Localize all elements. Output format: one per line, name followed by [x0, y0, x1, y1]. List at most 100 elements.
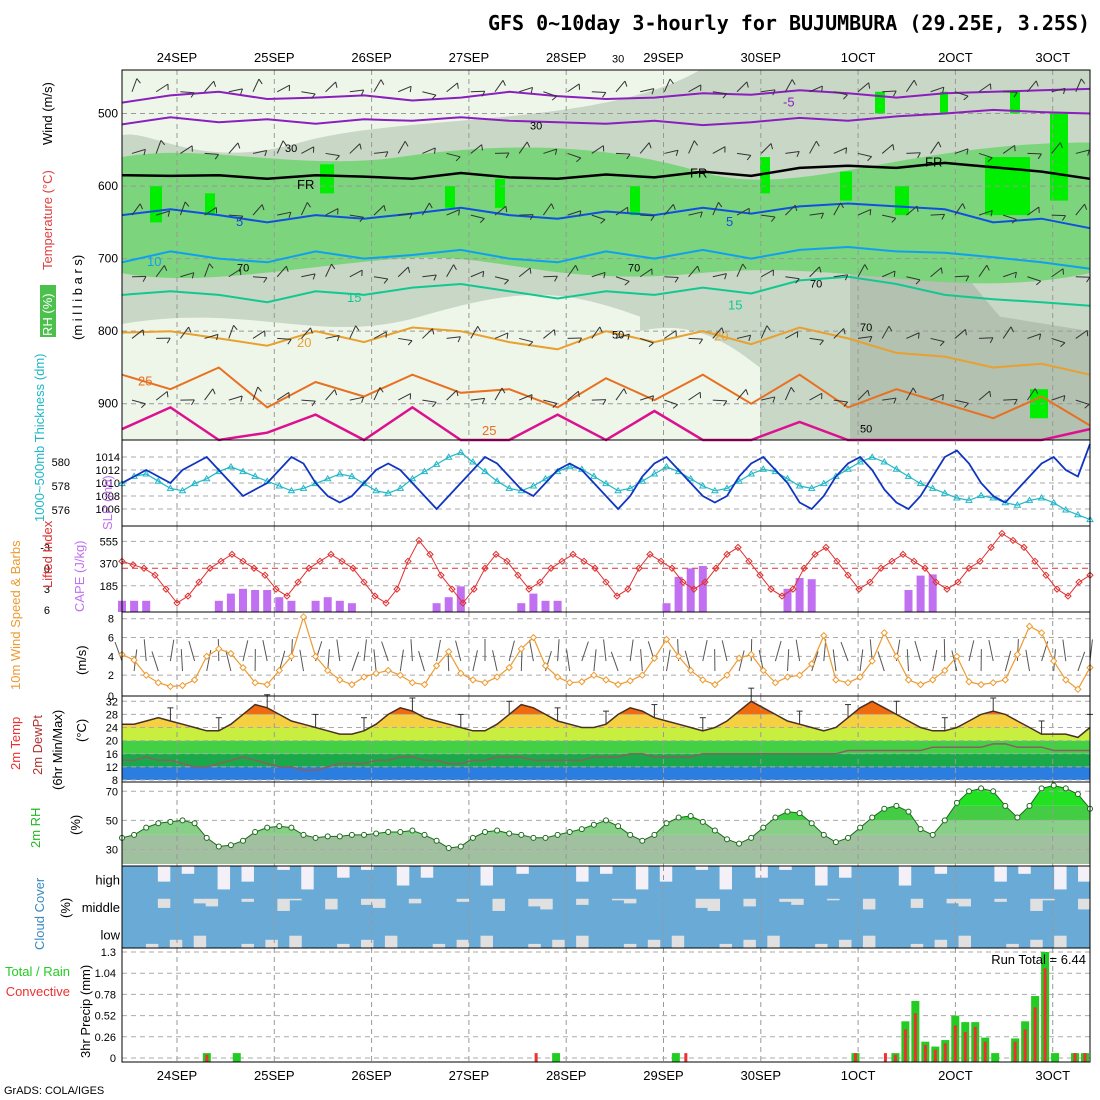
temp-band: [122, 766, 1090, 780]
wind-barb: [1002, 326, 1014, 339]
wind-barb-flag: [697, 265, 700, 272]
wind-barb-staff: [252, 386, 259, 401]
rh2m-line-marker: [361, 831, 367, 838]
cloud-gap-high: [1078, 866, 1091, 882]
wind-barb: [422, 147, 436, 154]
bottom-date-label: 26SEP: [351, 1068, 391, 1083]
cloud-gap-high: [217, 866, 231, 890]
contour-label: 25: [482, 423, 496, 438]
cape-bar: [541, 600, 550, 612]
thickness-marker: [166, 484, 175, 491]
slp-tick: 1014: [96, 452, 120, 464]
wind-barb: [978, 152, 993, 162]
thickness-marker: [469, 458, 477, 465]
tick-label: 600: [98, 179, 118, 193]
wind-barb-flag: [409, 86, 412, 93]
temperature-label: Temperature (°C): [40, 170, 55, 270]
li-tick: -3: [40, 542, 50, 554]
wind-speed-marker: [602, 676, 610, 684]
cloud-gap-high: [600, 866, 613, 874]
cape-bar: [323, 597, 332, 612]
panel-frame: [121, 947, 1091, 1063]
wind-barb: [277, 211, 292, 218]
wind-speed-marker: [626, 677, 634, 685]
wind-barb: [204, 388, 216, 401]
wind-barb-staff: [542, 203, 552, 216]
wind-barb-flag: [191, 145, 193, 152]
wind-barb-flag: [481, 144, 483, 151]
wind-barb: [760, 325, 771, 339]
precip-conv-bar: [903, 1029, 907, 1062]
contour-label: 5: [236, 214, 243, 229]
cloud-gap-high: [480, 866, 493, 886]
wind-barb-staff: [664, 204, 674, 216]
cloud-gap-low: [815, 943, 828, 948]
wind-barb-flag: [869, 209, 872, 216]
wind-barb: [543, 275, 558, 282]
precip-conv-bar: [1013, 1041, 1017, 1062]
wind-barb: [508, 640, 515, 662]
wind-barb-staff: [276, 265, 287, 278]
wind-tick: 6: [108, 633, 114, 645]
wind-barb-staff: [1075, 149, 1090, 154]
wind-barb-staff: [397, 393, 411, 401]
wind-barb-flag: [310, 327, 313, 334]
wind-barb: [422, 274, 437, 281]
wind-speed-marker: [251, 678, 259, 687]
wind-barb: [518, 141, 531, 154]
wind-barb-flag: [311, 93, 316, 99]
precip-conv-bar: [1033, 1007, 1037, 1062]
wind-barb-staff: [664, 330, 677, 339]
wind-barb-flag: [843, 328, 846, 335]
wind-barb-flag: [550, 203, 555, 210]
thick-tick: 576: [52, 505, 70, 517]
wind-barb: [557, 639, 560, 662]
wind-barb: [325, 81, 338, 93]
wind-barb-flag: [724, 146, 726, 153]
wind-barb-flag: [1060, 342, 1066, 347]
wind-barb-staff: [688, 391, 701, 401]
wind-barb: [859, 649, 864, 672]
wind-barb: [300, 202, 311, 216]
cape-bar: [904, 590, 913, 612]
wind-barb-staff: [446, 209, 460, 216]
lifted-index-label: Lifted Index: [40, 520, 55, 588]
wind-barb: [567, 210, 582, 217]
wind-barb-staff: [833, 328, 845, 339]
lifted-index-marker: [745, 557, 753, 566]
lifted-index-marker: [294, 578, 302, 586]
cloud-gap-middle: [408, 898, 422, 904]
thickness-marker: [1061, 506, 1070, 513]
rh-contour-label: 70: [237, 263, 249, 275]
wind-barb-flag: [264, 150, 268, 157]
wind-barb-flag: [505, 206, 508, 213]
cloud-gap-middle: [205, 898, 219, 907]
wind-barb: [252, 276, 268, 283]
wind-barb-flag: [893, 90, 897, 97]
wind-barb-staff: [784, 387, 792, 401]
wind-barb-flag: [579, 210, 582, 217]
wind-barb-staff: [204, 333, 219, 339]
wind-barb: [639, 268, 653, 278]
wind-barb-flag: [867, 156, 873, 162]
wind-barb: [325, 208, 339, 216]
wind-barb-staff: [470, 270, 484, 278]
wind-barb: [349, 325, 360, 339]
wind-barb-staff: [712, 146, 726, 154]
rh2m-line-marker: [1026, 802, 1033, 809]
wind-barb-flag: [602, 399, 607, 405]
wind-barb-staff: [857, 152, 872, 158]
wind-tick: 4: [108, 651, 114, 663]
thickness-marker: [1074, 510, 1082, 518]
cloud-gap-middle: [241, 898, 254, 902]
lifted-index-marker: [250, 564, 258, 572]
thickness-marker: [335, 470, 344, 477]
wind-barb: [494, 80, 506, 93]
slp-tick: 1012: [96, 465, 120, 477]
wind-barb-staff: [809, 266, 820, 278]
wind-barb-flag: [867, 390, 870, 396]
thickness-marker: [856, 458, 864, 465]
wind-barb-flag: [892, 144, 895, 151]
cloud-gap-middle: [372, 898, 386, 908]
wind-barb: [761, 214, 776, 222]
